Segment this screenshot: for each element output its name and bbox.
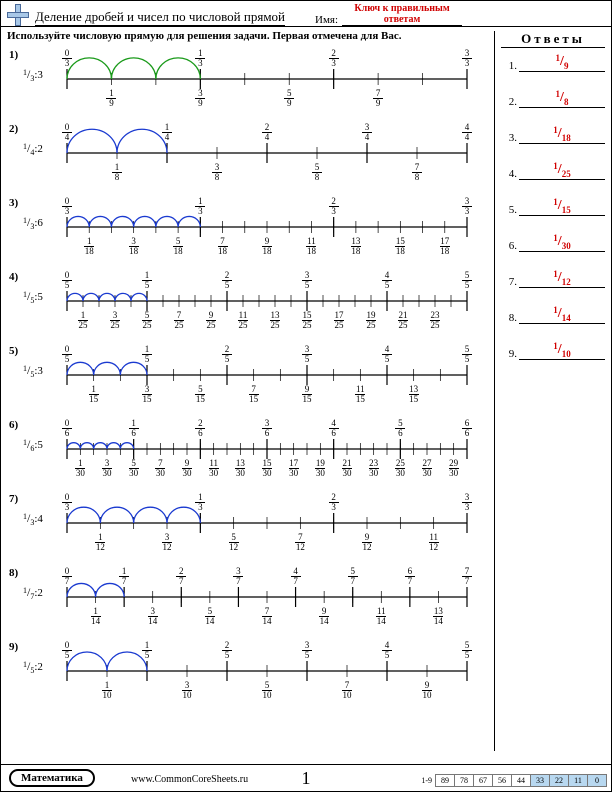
problem-expression: 1/5:3 — [23, 363, 43, 378]
answer-row: 8. 1/14 — [501, 306, 605, 324]
answer-key-text: Ключ к правильным ответам — [342, 3, 462, 26]
answer-index: 3. — [501, 132, 517, 144]
problem-row: 5) 1/5:3 0515253545551153155157159151115… — [7, 345, 495, 419]
problem-row: 3) 1/3:6 0313233311831851871891811181318… — [7, 197, 495, 271]
problem-expression: 1/7:2 — [23, 585, 43, 600]
header: Деление дробей и чисел по числовой прямо… — [1, 1, 611, 27]
answer-row: 2. 1/8 — [501, 90, 605, 108]
number-line: 071727374757677711431451471491411141314 — [67, 567, 477, 637]
problem-number: 3) — [9, 197, 18, 209]
problem-number: 7) — [9, 493, 18, 505]
number-line: 0515253545551253255257259251125132515251… — [67, 271, 477, 341]
problem-row: 2) 1/4:2 041424344418385878 — [7, 123, 495, 197]
number-line: 051525354555110310510710910 — [67, 641, 477, 711]
worksheet-page: Деление дробей и чисел по числовой прямо… — [0, 0, 612, 792]
subject-badge: Математика — [9, 769, 95, 787]
problem-expression: 1/3:6 — [23, 215, 43, 230]
score-cell: 89 — [435, 774, 455, 787]
problem-row: 4) 1/5:5 0515253545551253255257259251125… — [7, 271, 495, 345]
answer-index: 1. — [501, 60, 517, 72]
answers-column: Ответы 1. 1/9 2. 1/8 3. 1/18 4. 1/25 5. … — [494, 31, 605, 751]
answer-value: 1/25 — [519, 162, 605, 180]
answer-value: 1/14 — [519, 306, 605, 324]
answer-row: 9. 1/10 — [501, 342, 605, 360]
answer-value: 1/15 — [519, 198, 605, 216]
footer: Математика www.CommonCoreSheets.ru 1 1-9… — [1, 764, 611, 791]
answer-value: 1/10 — [519, 342, 605, 360]
answer-index: 2. — [501, 96, 517, 108]
answer-row: 3. 1/18 — [501, 126, 605, 144]
problem-expression: 1/5:2 — [23, 659, 43, 674]
problems-area: 1) 1/3:3 0313233319395979 2) 1/4:2 04142… — [7, 49, 495, 715]
problem-expression: 1/3:3 — [23, 67, 43, 82]
problem-number: 1) — [9, 49, 18, 61]
page-number: 1 — [302, 768, 311, 789]
page-title: Деление дробей и чисел по числовой прямо… — [35, 9, 285, 26]
problem-number: 8) — [9, 567, 18, 579]
answer-index: 8. — [501, 312, 517, 324]
problem-row: 9) 1/5:2 051525354555110310510710910 — [7, 641, 495, 715]
answer-value: 1/18 — [519, 126, 605, 144]
number-line: 031323331123125127129121112 — [67, 493, 477, 563]
number-line: 0313233319395979 — [67, 49, 477, 119]
answer-row: 1. 1/9 — [501, 54, 605, 72]
answer-index: 6. — [501, 240, 517, 252]
number-line: 05152535455511531551571591511151315 — [67, 345, 477, 415]
score-cell: 33 — [530, 774, 550, 787]
score-cell: 78 — [454, 774, 474, 787]
answer-value: 1/8 — [519, 90, 605, 108]
score-cell: 0 — [587, 774, 607, 787]
number-line: 041424344418385878 — [67, 123, 477, 193]
answer-row: 7. 1/12 — [501, 270, 605, 288]
answer-index: 4. — [501, 168, 517, 180]
problem-number: 5) — [9, 345, 18, 357]
score-strip: 1-9 89786756443322110 — [421, 774, 607, 787]
plus-icon — [7, 4, 29, 26]
problem-expression: 1/4:2 — [23, 141, 43, 156]
problem-expression: 1/5:5 — [23, 289, 43, 304]
score-range: 1-9 — [421, 776, 432, 785]
problem-number: 2) — [9, 123, 18, 135]
answer-index: 7. — [501, 276, 517, 288]
name-label: Имя: — [315, 14, 338, 26]
problem-expression: 1/6:5 — [23, 437, 43, 452]
problem-expression: 1/3:4 — [23, 511, 43, 526]
problem-row: 1) 1/3:3 0313233319395979 — [7, 49, 495, 123]
problem-row: 7) 1/3:4 031323331123125127129121112 — [7, 493, 495, 567]
answers-heading: Ответы — [501, 31, 605, 48]
name-field: Имя: Ключ к правильным ответам — [315, 3, 462, 26]
site-url: www.CommonCoreSheets.ru — [131, 774, 248, 785]
score-cell: 11 — [568, 774, 588, 787]
problem-row: 6) 1/6:5 0616263646566613033053073093011… — [7, 419, 495, 493]
answer-value: 1/12 — [519, 270, 605, 288]
problem-row: 8) 1/7:2 0717273747576777114314514714914… — [7, 567, 495, 641]
score-cell: 22 — [549, 774, 569, 787]
answer-row: 5. 1/15 — [501, 198, 605, 216]
answer-index: 9. — [501, 348, 517, 360]
answers-list: 1. 1/9 2. 1/8 3. 1/18 4. 1/25 5. 1/15 6.… — [501, 54, 605, 360]
score-cell: 44 — [511, 774, 531, 787]
problem-number: 9) — [9, 641, 18, 653]
answer-value: 1/9 — [519, 54, 605, 72]
answer-row: 4. 1/25 — [501, 162, 605, 180]
score-cell: 67 — [473, 774, 493, 787]
answer-index: 5. — [501, 204, 517, 216]
number-line: 0616263646566613033053073093011301330153… — [67, 419, 477, 489]
problem-number: 4) — [9, 271, 18, 283]
score-cell: 56 — [492, 774, 512, 787]
answer-value: 1/30 — [519, 234, 605, 252]
answer-row: 6. 1/30 — [501, 234, 605, 252]
number-line: 031323331183185187189181118131815181718 — [67, 197, 477, 267]
problem-number: 6) — [9, 419, 18, 431]
